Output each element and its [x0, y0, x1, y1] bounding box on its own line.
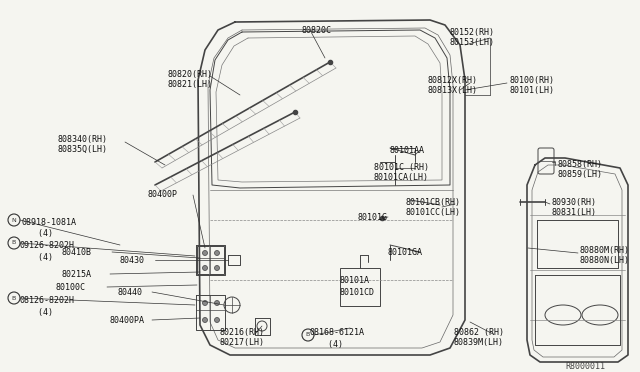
Text: 80859(LH): 80859(LH) [558, 170, 603, 179]
Circle shape [214, 317, 220, 323]
Text: 80858(RH): 80858(RH) [558, 160, 603, 169]
Text: 80839M(LH): 80839M(LH) [454, 338, 504, 347]
Circle shape [202, 266, 207, 270]
Text: 80812X(RH): 80812X(RH) [428, 76, 478, 85]
Text: 80100C: 80100C [56, 283, 86, 292]
Text: 80930(RH): 80930(RH) [551, 198, 596, 207]
Text: (4): (4) [318, 340, 343, 349]
Circle shape [202, 301, 207, 305]
Text: 80880M(RH): 80880M(RH) [579, 246, 629, 255]
Text: 80101G: 80101G [358, 213, 388, 222]
Text: 80400P: 80400P [147, 190, 177, 199]
Text: (4): (4) [28, 308, 53, 317]
Text: 80101A: 80101A [339, 276, 369, 285]
Text: 80880N(LH): 80880N(LH) [579, 256, 629, 265]
Text: 80101GA: 80101GA [387, 248, 422, 257]
Text: 808340(RH): 808340(RH) [57, 135, 107, 144]
Text: (4): (4) [28, 253, 53, 262]
Text: 08168-6121A: 08168-6121A [310, 328, 365, 337]
Text: 80153(LH): 80153(LH) [449, 38, 494, 47]
Text: B: B [12, 295, 16, 301]
Text: 80835Q(LH): 80835Q(LH) [57, 145, 107, 154]
Circle shape [214, 250, 220, 256]
Text: 80101CD: 80101CD [339, 288, 374, 297]
Text: 80821(LH): 80821(LH) [167, 80, 212, 89]
Text: 80410B: 80410B [61, 248, 91, 257]
Bar [340, 268, 380, 306]
Text: 80152(RH): 80152(RH) [449, 28, 494, 37]
Text: 80813X(LH): 80813X(LH) [428, 86, 478, 95]
Text: 08126-8202H: 08126-8202H [20, 296, 75, 305]
Text: 80217(LH): 80217(LH) [219, 338, 264, 347]
Text: 80101CA(LH): 80101CA(LH) [374, 173, 429, 182]
Text: R8000011: R8000011 [565, 362, 605, 371]
Circle shape [214, 301, 220, 305]
Text: B: B [306, 333, 310, 337]
Circle shape [202, 317, 207, 323]
Text: 80430: 80430 [119, 256, 144, 265]
Text: 80101(LH): 80101(LH) [509, 86, 554, 95]
Text: 80862 (RH): 80862 (RH) [454, 328, 504, 337]
Text: 80100(RH): 80100(RH) [509, 76, 554, 85]
Text: (4): (4) [28, 229, 53, 238]
Text: B: B [12, 241, 16, 246]
Circle shape [214, 266, 220, 270]
Text: 80831(LH): 80831(LH) [551, 208, 596, 217]
Text: 80101CC(LH): 80101CC(LH) [406, 208, 461, 217]
Text: 80101C (RH): 80101C (RH) [374, 163, 429, 172]
Text: 80440: 80440 [117, 288, 142, 297]
Circle shape [202, 250, 207, 256]
Text: 80216(RH): 80216(RH) [219, 328, 264, 337]
Text: 80215A: 80215A [61, 270, 91, 279]
Text: 80101AA: 80101AA [389, 146, 424, 155]
Text: 08918-1081A: 08918-1081A [22, 218, 77, 227]
Bar [197, 246, 224, 274]
Text: 09126-8202H: 09126-8202H [20, 241, 75, 250]
Text: 80400PA: 80400PA [109, 316, 144, 325]
Text: N: N [12, 218, 17, 222]
Text: 80101CB(RH): 80101CB(RH) [406, 198, 461, 207]
Text: 80820C: 80820C [302, 26, 332, 35]
Text: 80820(RH): 80820(RH) [167, 70, 212, 79]
